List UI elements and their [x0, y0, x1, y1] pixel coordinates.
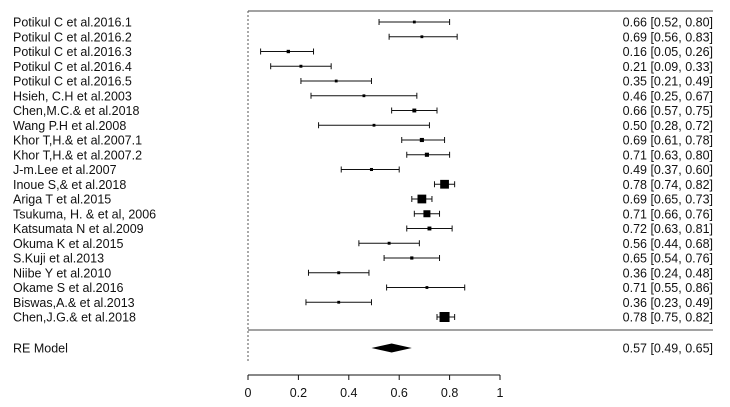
study-label: Wang P.H et al.2008 [13, 119, 126, 133]
estimate-ci-text: 0.72 [0.63, 0.81] [623, 222, 713, 236]
estimate-ci-text: 0.65 [0.54, 0.76] [623, 252, 713, 266]
point-estimate [439, 312, 450, 322]
study-row: Chen,J.G.& et al.2018 0.78 [0.75, 0.82] [13, 311, 713, 325]
summary-label: RE Model [13, 342, 68, 356]
x-tick-label: 0.4 [340, 386, 357, 400]
study-label: Chen,J.G.& et al.2018 [13, 311, 136, 325]
point-estimate [337, 271, 341, 275]
study-row: Potikul C et al.2016.1 0.66 [0.52, 0.80] [13, 16, 713, 30]
estimate-ci-text: 0.71 [0.66, 0.76] [623, 207, 713, 221]
estimate-ci-text: 0.69 [0.56, 0.83] [623, 30, 713, 44]
study-row: Katsumata N et al.2009 0.72 [0.63, 0.81] [13, 222, 713, 236]
study-label: Tsukuma, H. & et al, 2006 [13, 207, 156, 221]
estimate-ci-text: 0.49 [0.37, 0.60] [623, 163, 713, 177]
x-tick-label: 0.6 [391, 386, 408, 400]
study-label: Potikul C et al.2016.3 [13, 45, 132, 59]
estimate-ci-text: 0.36 [0.23, 0.49] [623, 296, 713, 310]
point-estimate [423, 210, 431, 218]
x-tick-label: 0.8 [441, 386, 458, 400]
estimate-ci-text: 0.46 [0.25, 0.67] [623, 89, 713, 103]
study-label: Potikul C et al.2016.5 [13, 75, 132, 89]
study-label: Potikul C et al.2016.1 [13, 16, 132, 30]
estimate-ci-text: 0.36 [0.24, 0.48] [623, 266, 713, 280]
study-row: Tsukuma, H. & et al, 2006 0.71 [0.66, 0.7… [13, 207, 713, 221]
x-tick-label: 1 [497, 386, 504, 400]
study-label: Khor T,H.& et al.2007.1 [13, 134, 142, 148]
study-row: J-m.Lee et al.2007 0.49 [0.37, 0.60] [13, 163, 713, 177]
point-estimate [440, 179, 449, 189]
estimate-ci-text: 0.78 [0.74, 0.82] [623, 178, 713, 192]
estimate-ci-text: 0.78 [0.75, 0.82] [623, 311, 713, 325]
study-row: Okuma K et al.2015 0.56 [0.44, 0.68] [13, 237, 713, 251]
study-row: Potikul C et al.2016.5 0.35 [0.21, 0.49] [13, 75, 713, 89]
study-row: S.Kuji et al.2013 0.65 [0.54, 0.76] [13, 252, 713, 266]
point-estimate [372, 123, 376, 127]
study-row: Inoue S,& et al.2018 0.78 [0.74, 0.82] [13, 178, 713, 192]
study-row: Potikul C et al.2016.3 0.16 [0.05, 0.26] [13, 45, 713, 59]
x-tick-label: 0 [245, 386, 252, 400]
estimate-ci-text: 0.56 [0.44, 0.68] [623, 237, 713, 251]
point-estimate [420, 35, 424, 39]
point-estimate [299, 64, 303, 68]
point-estimate [387, 241, 391, 245]
study-row: Okame S et al.2016 0.71 [0.55, 0.86] [13, 281, 713, 295]
study-label: S.Kuji et al.2013 [13, 252, 104, 266]
point-estimate [337, 300, 341, 304]
summary-estimate-text: 0.57 [0.49, 0.65] [623, 342, 713, 356]
x-axis: 0 0.2 0.4 0.6 0.8 1 [245, 374, 504, 400]
study-row: Khor T,H.& et al.2007.2 0.71 [0.63, 0.80] [13, 148, 713, 162]
estimate-ci-text: 0.21 [0.09, 0.33] [623, 60, 713, 74]
study-label: Inoue S,& et al.2018 [13, 178, 126, 192]
estimate-ci-text: 0.50 [0.28, 0.72] [623, 119, 713, 133]
estimate-ci-text: 0.35 [0.21, 0.49] [623, 75, 713, 89]
study-label: Khor T,H.& et al.2007.2 [13, 148, 142, 162]
point-estimate [369, 167, 374, 172]
study-label: J-m.Lee et al.2007 [13, 163, 117, 177]
study-row: Hsieh, C.H et al.2003 0.46 [0.25, 0.67] [13, 89, 713, 103]
study-label: Chen,M.C.& et al.2018 [13, 104, 140, 118]
estimate-ci-text: 0.66 [0.52, 0.80] [623, 16, 713, 30]
study-label: Okuma K et al.2015 [13, 237, 124, 251]
point-estimate [425, 286, 429, 289]
study-label: Niibe Y et al.2010 [13, 266, 111, 280]
point-estimate [362, 94, 366, 98]
point-estimate [412, 20, 416, 24]
point-estimate [419, 137, 424, 143]
estimate-ci-text: 0.69 [0.65, 0.73] [623, 193, 713, 207]
study-row: Potikul C et al.2016.2 0.69 [0.56, 0.83] [13, 30, 713, 44]
point-estimate [334, 79, 338, 83]
point-estimate [424, 152, 429, 157]
study-label: Potikul C et al.2016.2 [13, 30, 132, 44]
point-estimate [427, 226, 432, 231]
estimate-ci-text: 0.66 [0.57, 0.75] [623, 104, 713, 118]
point-estimate [412, 108, 417, 113]
study-row: Biswas,A.& et al.2013 0.36 [0.23, 0.49] [13, 296, 713, 310]
study-label: Ariga T et al.2015 [13, 193, 111, 207]
point-estimate [286, 49, 290, 54]
study-row: Ariga T et al.2015 0.69 [0.65, 0.73] [13, 193, 713, 207]
summary-diamond [371, 343, 412, 353]
study-row: Niibe Y et al.2010 0.36 [0.24, 0.48] [13, 266, 713, 280]
study-label: Hsieh, C.H et al.2003 [13, 89, 132, 103]
estimate-ci-text: 0.69 [0.61, 0.78] [623, 134, 713, 148]
study-label: Biswas,A.& et al.2013 [13, 296, 135, 310]
study-row: Khor T,H.& et al.2007.1 0.69 [0.61, 0.78] [13, 134, 713, 148]
study-label: Potikul C et al.2016.4 [13, 60, 132, 74]
point-estimate [417, 194, 427, 204]
x-tick-label: 0.2 [290, 386, 307, 400]
study-row: Chen,M.C.& et al.2018 0.66 [0.57, 0.75] [13, 104, 713, 118]
estimate-ci-text: 0.71 [0.55, 0.86] [623, 281, 713, 295]
study-row: Wang P.H et al.2008 0.50 [0.28, 0.72] [13, 119, 713, 133]
point-estimate [410, 256, 414, 260]
study-rows: Potikul C et al.2016.1 0.66 [0.52, 0.80]P… [13, 16, 713, 325]
summary-row: RE Model 0.57 [0.49, 0.65] [13, 342, 713, 356]
study-label: Okame S et al.2016 [13, 281, 124, 295]
estimate-ci-text: 0.16 [0.05, 0.26] [623, 45, 713, 59]
study-label: Katsumata N et al.2009 [13, 222, 144, 236]
estimate-ci-text: 0.71 [0.63, 0.80] [623, 148, 713, 162]
study-row: Potikul C et al.2016.4 0.21 [0.09, 0.33] [13, 60, 713, 74]
